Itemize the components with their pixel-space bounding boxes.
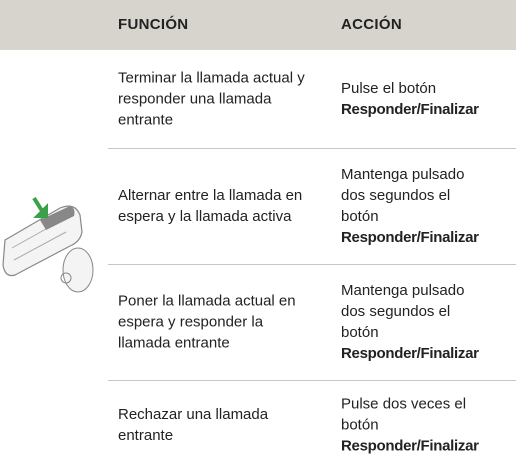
table-header: FUNCIÓN ACCIÓN [0, 0, 516, 50]
action-button-name: Responder/Finalizar [341, 101, 479, 118]
function-cell: Rechazar una llamada entrante [118, 405, 269, 444]
table-row: Alternar entre la llamada en espera y la… [108, 148, 516, 264]
row-separator [108, 380, 516, 381]
action-text: Mantenga pulsado dos segundos el botón [341, 282, 465, 341]
row-separator [108, 264, 516, 265]
header-cell: ACCIÓN [341, 16, 402, 33]
table-row: Poner la llamada actual en espera y resp… [108, 264, 516, 380]
action-cell: Mantenga pulsado dos segundos el botón R… [341, 280, 490, 364]
action-button-name: Responder/Finalizar [341, 437, 479, 454]
action-text: Pulse dos veces el botón [341, 395, 467, 433]
action-cell: Pulse dos veces el botón Responder/Final… [341, 393, 490, 456]
headset-illustration [2, 196, 94, 293]
function-cell: Alternar entre la llamada en espera y la… [118, 187, 303, 225]
action-button-name: Responder/Finalizar [341, 345, 479, 362]
action-cell: Mantenga pulsado dos segundos el botón R… [341, 164, 490, 248]
table-row: Rechazar una llamada entrante Pulse dos v… [108, 380, 516, 469]
function-cell: Terminar la llamada actual y responder u… [118, 69, 305, 129]
table-row: Terminar la llamada actual y responder u… [108, 50, 516, 148]
function-cell: Poner la llamada actual en espera y resp… [118, 292, 296, 352]
header-cell: FUNCIÓN [118, 16, 189, 33]
action-cell: Pulse el botón Responder/Finalizar [341, 78, 490, 120]
action-text: Pulse el botón [341, 80, 437, 97]
row-separator [108, 148, 516, 149]
action-button-name: Responder/Finalizar [341, 229, 479, 246]
action-text: Mantenga pulsado dos segundos el botón [341, 166, 465, 225]
